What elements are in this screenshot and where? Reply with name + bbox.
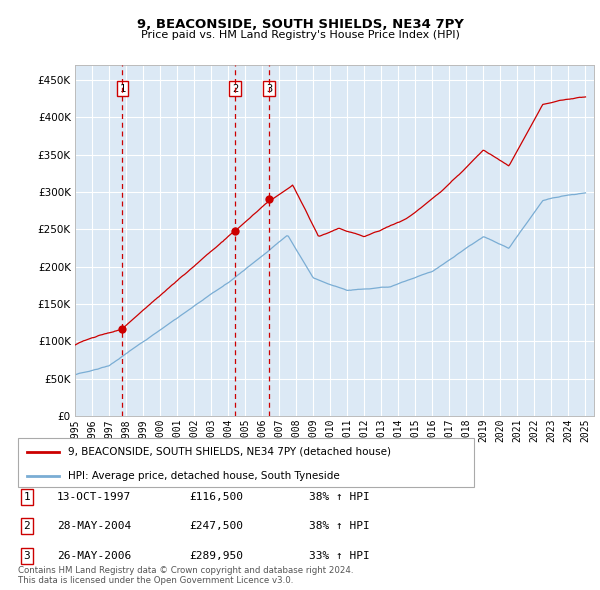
Text: Contains HM Land Registry data © Crown copyright and database right 2024.
This d: Contains HM Land Registry data © Crown c… [18, 566, 353, 585]
Text: 13-OCT-1997: 13-OCT-1997 [57, 492, 131, 502]
Text: £116,500: £116,500 [189, 492, 243, 502]
Text: 9, BEACONSIDE, SOUTH SHIELDS, NE34 7PY (detached house): 9, BEACONSIDE, SOUTH SHIELDS, NE34 7PY (… [68, 447, 391, 457]
Text: 38% ↑ HPI: 38% ↑ HPI [309, 492, 370, 502]
Text: £289,950: £289,950 [189, 551, 243, 560]
Text: 2: 2 [23, 522, 31, 531]
Text: 1: 1 [23, 492, 31, 502]
Text: 26-MAY-2006: 26-MAY-2006 [57, 551, 131, 560]
Text: 38% ↑ HPI: 38% ↑ HPI [309, 522, 370, 531]
Text: £247,500: £247,500 [189, 522, 243, 531]
Text: HPI: Average price, detached house, South Tyneside: HPI: Average price, detached house, Sout… [68, 471, 340, 481]
FancyBboxPatch shape [18, 438, 474, 487]
Text: 28-MAY-2004: 28-MAY-2004 [57, 522, 131, 531]
Text: 3: 3 [23, 551, 31, 560]
Text: 1: 1 [119, 84, 125, 94]
Text: 9, BEACONSIDE, SOUTH SHIELDS, NE34 7PY: 9, BEACONSIDE, SOUTH SHIELDS, NE34 7PY [137, 18, 463, 31]
Text: 33% ↑ HPI: 33% ↑ HPI [309, 551, 370, 560]
Text: 2: 2 [232, 84, 238, 94]
Text: Price paid vs. HM Land Registry's House Price Index (HPI): Price paid vs. HM Land Registry's House … [140, 30, 460, 40]
Text: 3: 3 [266, 84, 272, 94]
